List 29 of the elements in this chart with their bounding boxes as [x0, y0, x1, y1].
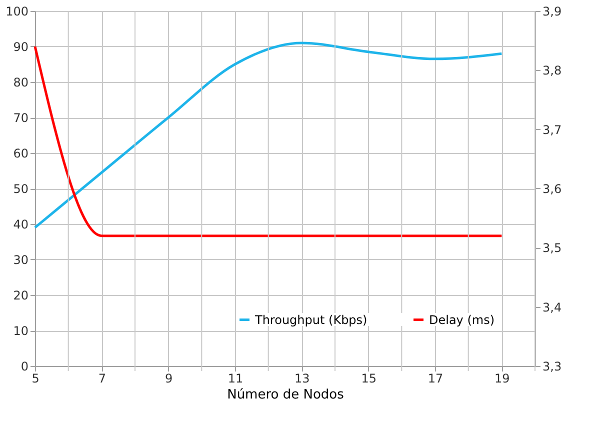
y-tick-label: 20: [13, 288, 28, 302]
y-tick-label: 50: [13, 182, 28, 196]
y-tick-label: 10: [13, 324, 28, 338]
y-tick-label: 100: [6, 4, 28, 18]
legend-label: Throughput (Kbps): [254, 312, 368, 327]
x-tick-label: 5: [32, 372, 40, 386]
y2-tick-label: 3,6: [542, 182, 562, 196]
y2-tick-label: 3,9: [542, 4, 562, 18]
y-tick-label: 80: [13, 76, 28, 90]
y-tick-label: 90: [13, 40, 28, 54]
x-tick-label: 19: [494, 372, 510, 386]
y2-tick-label: 3,3: [542, 360, 562, 374]
x-tick-label: 9: [165, 372, 173, 386]
y2-tick-label: 3,8: [542, 64, 562, 78]
x-tick-label: 15: [361, 372, 376, 386]
y-tick-label: 0: [20, 360, 28, 374]
y2-tick-label: 3,7: [542, 122, 562, 137]
legend-label: Delay (ms): [429, 312, 495, 327]
y-tick-label: 40: [13, 218, 28, 232]
y2-tick-label: 3,4: [542, 300, 562, 314]
y-tick-label: 60: [13, 146, 28, 160]
y-tick-label: 70: [13, 111, 28, 125]
x-axis-title: Número de Nodos: [227, 388, 344, 402]
x-tick-label: 11: [228, 372, 244, 386]
x-tick-label: 13: [294, 372, 310, 386]
y-tick-label: 30: [13, 253, 28, 267]
x-tick-label: 17: [428, 372, 444, 386]
y2-tick-label: 3,5: [542, 241, 562, 256]
x-tick-label: 7: [98, 372, 106, 386]
